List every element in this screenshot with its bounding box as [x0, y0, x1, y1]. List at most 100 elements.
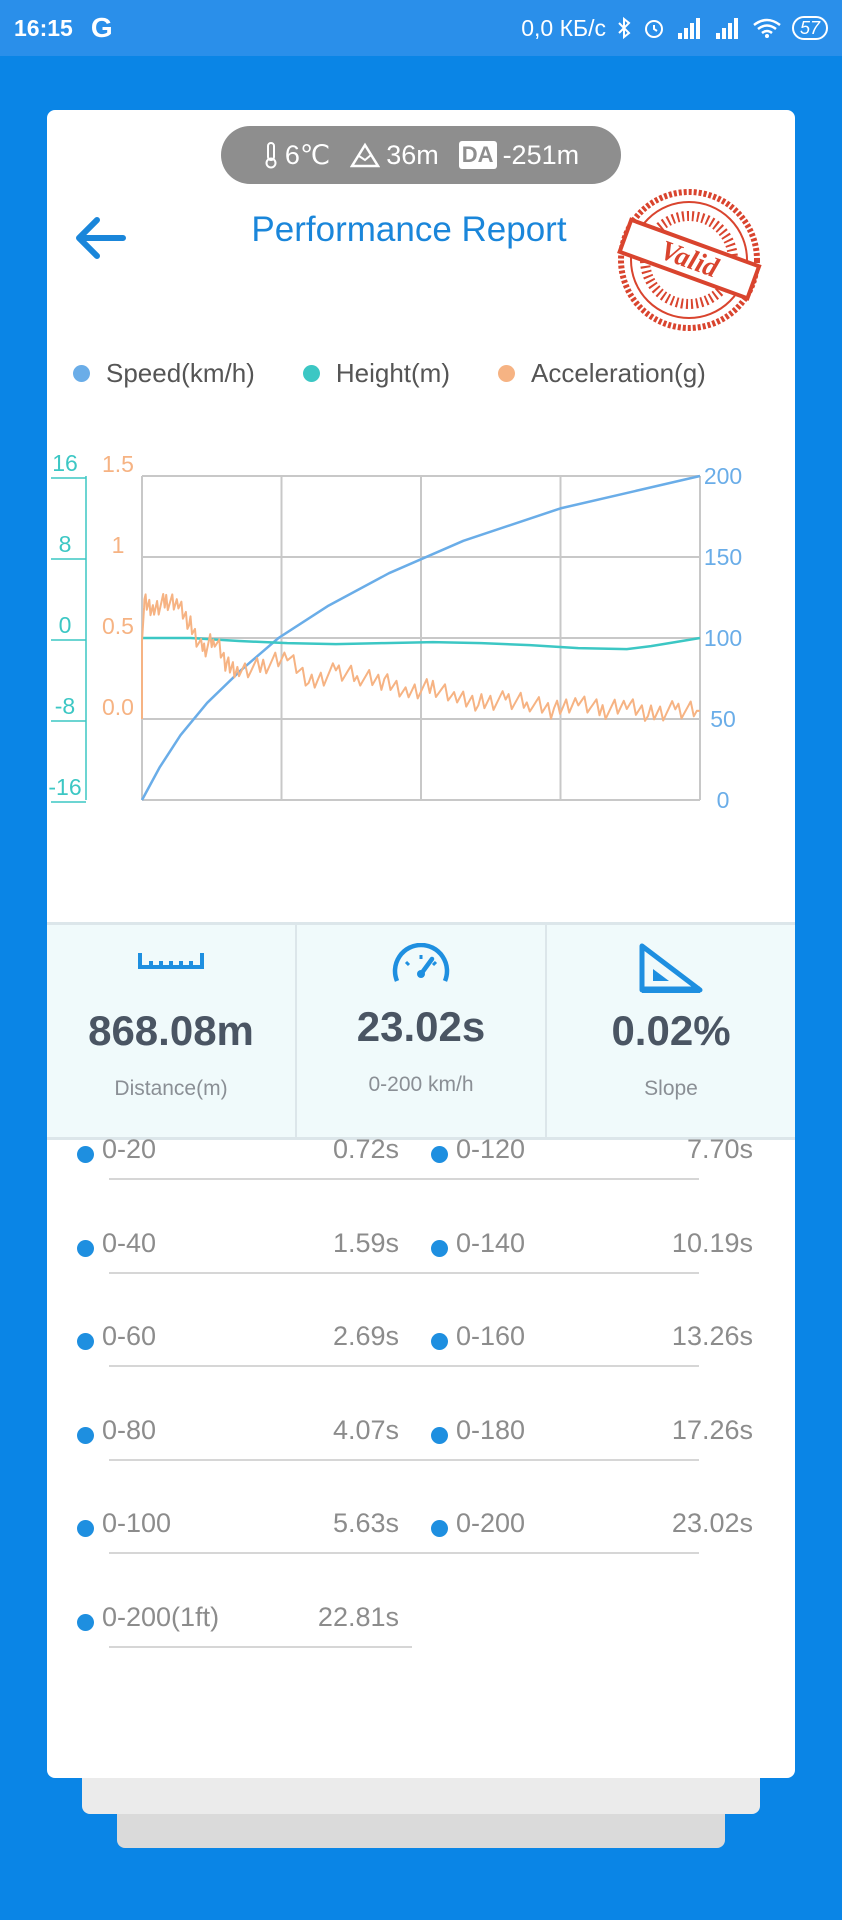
temperature-value: 6℃	[284, 139, 331, 170]
split-dot	[431, 1333, 448, 1350]
acceleration-tick-label: 0.5	[102, 613, 134, 639]
split-label: 0-100	[102, 1508, 172, 1538]
battery-icon: 57	[791, 16, 828, 40]
report-card: 6℃ 36m DA -251m Performance Report Valid…	[47, 110, 795, 1778]
density-altitude-badge: DA	[458, 141, 497, 169]
acceleration-line	[141, 593, 701, 722]
split-divider	[109, 1458, 699, 1461]
valid-stamp: Valid	[617, 189, 762, 331]
acceleration-tick-label: 0.0	[102, 694, 134, 720]
split-label: 0-200(1ft)	[102, 1601, 220, 1632]
split-label: 0-20	[102, 1134, 157, 1164]
split-label: 0-180	[456, 1414, 526, 1445]
legend-height-marker	[302, 365, 320, 382]
density-altitude-value: -251m	[502, 139, 580, 170]
split-divider	[109, 1645, 412, 1648]
speed-tick-label: 200	[704, 463, 742, 489]
legend-height-label: Height(m)	[335, 358, 450, 388]
split-label: 0-140	[456, 1227, 526, 1258]
split-label: 0-200	[456, 1508, 526, 1538]
stat-distance-value: 868.08m	[88, 1007, 254, 1054]
speed-tick-label: 150	[704, 544, 742, 570]
height-tick-label: 8	[59, 531, 72, 557]
stat-slope: 0.02% Slope	[545, 925, 795, 1137]
density-altitude-item: DA -251m	[458, 139, 580, 171]
legend-acceleration-label: Acceleration(g)	[530, 358, 706, 388]
split-time: 5.63s	[332, 1508, 399, 1538]
split-dot	[431, 1520, 448, 1537]
split-dot	[431, 1146, 448, 1163]
google-icon: G	[90, 12, 113, 43]
stat-time-value: 23.02s	[356, 1003, 486, 1050]
split-label: 0-60	[102, 1321, 157, 1351]
split-time: 13.26s	[671, 1321, 753, 1351]
back-arrow-icon[interactable]	[69, 206, 133, 270]
split-label: 0-80	[102, 1414, 157, 1445]
split-time: 0.72s	[332, 1134, 399, 1164]
status-bar: 16:15 G 0,0 КБ/с 57	[0, 0, 842, 56]
mountain-icon	[350, 142, 381, 168]
split-time: 1.59s	[332, 1227, 399, 1258]
stat-distance: 868.08m Distance(m)	[47, 925, 295, 1137]
acceleration-tick-label: 1	[112, 532, 125, 558]
split-label: 0-160	[456, 1321, 526, 1351]
split-dot	[77, 1333, 94, 1350]
stat-slope-value: 0.02%	[611, 1007, 731, 1054]
height-tick-label: -8	[55, 693, 75, 719]
height-tick-label: -16	[48, 774, 81, 800]
status-time: 16:15	[14, 14, 73, 41]
split-time: 4.07s	[332, 1414, 399, 1445]
split-dot	[77, 1146, 94, 1163]
split-dot	[77, 1426, 94, 1444]
split-dot	[77, 1613, 94, 1631]
split-time: 17.26s	[671, 1414, 753, 1445]
stat-time: 23.02s 0-200 km/h	[295, 925, 545, 1137]
stat-distance-label: Distance(m)	[114, 1077, 228, 1100]
conditions-pill: 6℃ 36m DA -251m	[221, 126, 621, 184]
split-divider	[109, 1365, 699, 1367]
legend-acceleration-marker	[497, 365, 515, 382]
alarm-icon	[644, 20, 663, 38]
split-dot	[77, 1239, 94, 1257]
split-time: 10.19s	[671, 1227, 753, 1258]
speedometer-icon	[392, 943, 450, 982]
wifi-icon	[753, 18, 781, 38]
temperature-item: 6℃	[263, 140, 330, 171]
acceleration-tick-label: 1.5	[102, 451, 134, 477]
signal-icon-2	[715, 18, 738, 39]
height-tick-label: 16	[52, 450, 78, 476]
status-right: 0,0 КБ/с 57	[521, 15, 828, 42]
stat-time-label: 0-200 km/h	[368, 1073, 474, 1096]
speed-tick-label: 100	[704, 625, 742, 651]
page-title: Performance Report	[251, 210, 567, 249]
split-time: 7.70s	[686, 1134, 753, 1164]
thermometer-icon	[265, 142, 277, 169]
split-dot	[431, 1239, 448, 1257]
split-time: 23.02s	[671, 1508, 753, 1538]
signal-icon	[677, 18, 700, 39]
network-speed: 0,0 КБ/с	[521, 14, 606, 41]
legend-speed: Speed(km/h)	[73, 358, 255, 389]
legend-speed-marker	[73, 365, 90, 382]
height-line	[142, 636, 701, 651]
legend-speed-label: Speed(km/h)	[106, 358, 255, 388]
stats-panel: 868.08m Distance(m) 23.02s 0-200 km/h 0.…	[47, 922, 795, 1140]
speed-line	[140, 474, 701, 801]
bluetooth-icon	[618, 16, 631, 40]
legend-acceleration: Acceleration(g)	[497, 358, 706, 389]
altitude-value: 36m	[386, 139, 439, 170]
split-time: 2.69s	[332, 1321, 399, 1351]
speed-tick-label: 0	[717, 787, 730, 813]
split-dot	[77, 1520, 94, 1537]
split-time: 22.81s	[317, 1601, 399, 1632]
speed-tick-label: 50	[710, 706, 736, 732]
split-divider	[109, 1271, 699, 1274]
split-label: 0-120	[456, 1134, 526, 1164]
altitude-item: 36m	[350, 140, 439, 171]
slope-icon	[639, 943, 703, 993]
height-tick-label: 0	[59, 612, 72, 638]
chart-legend: Speed(km/h) Height(m) Acceleration(g)	[73, 358, 795, 389]
stat-slope-label: Slope	[644, 1077, 698, 1100]
ruler-icon	[138, 953, 204, 969]
performance-chart: 16 8 0 -8 -16 1.5 1 0.5 0.0 200 150 100 50 0	[48, 450, 742, 813]
